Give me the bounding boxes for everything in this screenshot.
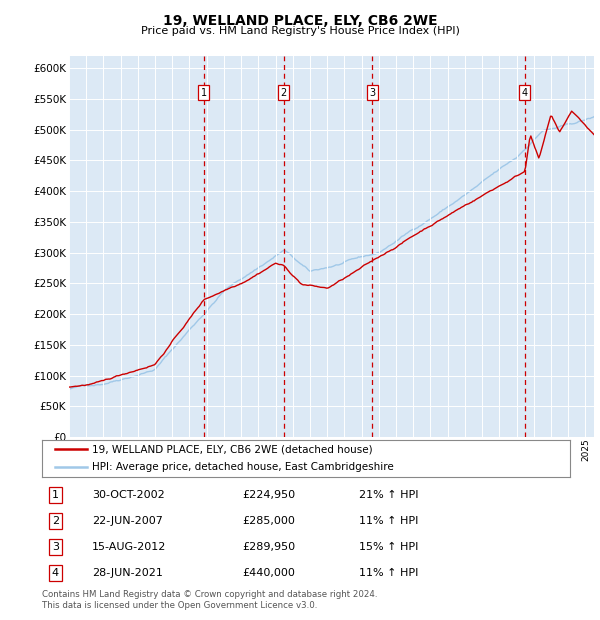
Text: 21% ↑ HPI: 21% ↑ HPI bbox=[359, 490, 418, 500]
Text: 15% ↑ HPI: 15% ↑ HPI bbox=[359, 542, 418, 552]
Text: 30-OCT-2002: 30-OCT-2002 bbox=[92, 490, 165, 500]
Text: 22-JUN-2007: 22-JUN-2007 bbox=[92, 516, 163, 526]
Text: 4: 4 bbox=[522, 87, 528, 98]
Text: 19, WELLAND PLACE, ELY, CB6 2WE (detached house): 19, WELLAND PLACE, ELY, CB6 2WE (detache… bbox=[92, 445, 373, 454]
Text: HPI: Average price, detached house, East Cambridgeshire: HPI: Average price, detached house, East… bbox=[92, 462, 394, 472]
Text: 4: 4 bbox=[52, 568, 59, 578]
Text: 11% ↑ HPI: 11% ↑ HPI bbox=[359, 516, 418, 526]
Text: Contains HM Land Registry data © Crown copyright and database right 2024.
This d: Contains HM Land Registry data © Crown c… bbox=[42, 590, 377, 609]
Text: £289,950: £289,950 bbox=[242, 542, 296, 552]
Text: £285,000: £285,000 bbox=[242, 516, 296, 526]
Text: 1: 1 bbox=[201, 87, 207, 98]
Text: 3: 3 bbox=[52, 542, 59, 552]
Text: 2: 2 bbox=[281, 87, 287, 98]
Text: 3: 3 bbox=[369, 87, 376, 98]
Text: 28-JUN-2021: 28-JUN-2021 bbox=[92, 568, 163, 578]
Text: 15-AUG-2012: 15-AUG-2012 bbox=[92, 542, 167, 552]
Text: £224,950: £224,950 bbox=[242, 490, 296, 500]
Text: 2: 2 bbox=[52, 516, 59, 526]
Text: Price paid vs. HM Land Registry's House Price Index (HPI): Price paid vs. HM Land Registry's House … bbox=[140, 26, 460, 36]
Text: £440,000: £440,000 bbox=[242, 568, 296, 578]
Text: 11% ↑ HPI: 11% ↑ HPI bbox=[359, 568, 418, 578]
Text: 1: 1 bbox=[52, 490, 59, 500]
Text: 19, WELLAND PLACE, ELY, CB6 2WE: 19, WELLAND PLACE, ELY, CB6 2WE bbox=[163, 14, 437, 28]
